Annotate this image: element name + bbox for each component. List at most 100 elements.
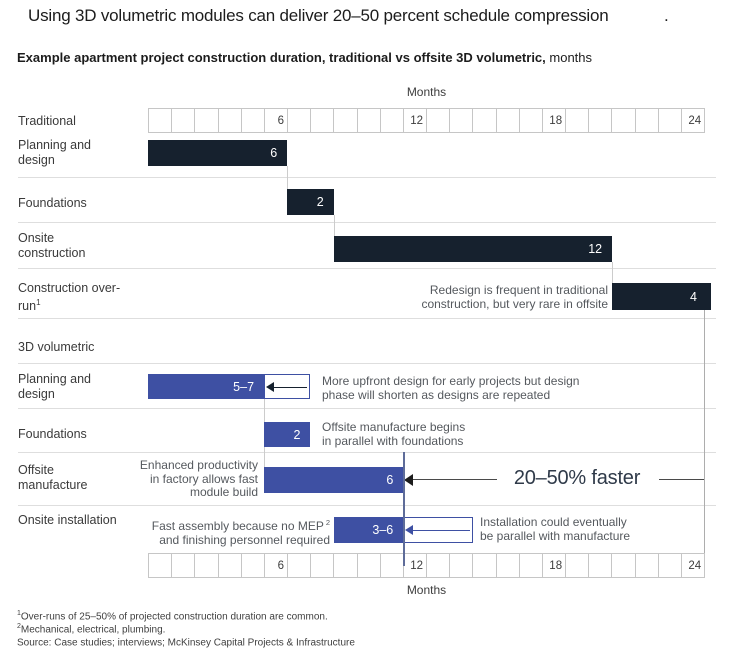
row-separator-3 bbox=[18, 268, 716, 269]
axis-cell bbox=[149, 109, 173, 132]
task-label-planning-3d: Planning and design bbox=[18, 372, 91, 401]
footnote-source: Source: Case studies; interviews; McKins… bbox=[17, 637, 355, 649]
title-period: . bbox=[664, 6, 669, 25]
axis-cell: 24 bbox=[682, 109, 704, 132]
axis-cell bbox=[473, 554, 497, 577]
annotation-offsite-manufacture: Enhanced productivity in factory allows … bbox=[139, 458, 258, 499]
section-label-3d-volumetric: 3D volumetric bbox=[18, 340, 95, 354]
bar-connector-3 bbox=[612, 262, 613, 283]
bar-value-label: 3–6 bbox=[372, 523, 394, 537]
bar-connector-1 bbox=[287, 166, 288, 189]
page-title: Using 3D volumetric modules can deliver … bbox=[28, 6, 609, 25]
axis-cell: 18 bbox=[543, 554, 567, 577]
axis-cell bbox=[497, 109, 520, 132]
axis-cell bbox=[612, 554, 636, 577]
axis-cell bbox=[172, 109, 196, 132]
axis-cell bbox=[242, 109, 265, 132]
axis-cell: 24 bbox=[682, 554, 704, 577]
axis-cell bbox=[311, 109, 335, 132]
axis-tick-label: 6 bbox=[277, 559, 285, 572]
task-label-offsite-manufacture: Offsite manufacture bbox=[18, 463, 88, 492]
axis-cell bbox=[450, 109, 474, 132]
task-label-foundations-traditional: Foundations bbox=[18, 196, 87, 210]
task-label-planning-traditional: Planning and design bbox=[18, 138, 91, 167]
task-label-onsite-installation: Onsite installation bbox=[18, 513, 117, 527]
range-arrow-line bbox=[274, 386, 308, 388]
gantt-bar-construction-over-run-traditional: 4 bbox=[612, 283, 711, 310]
row-separator-5 bbox=[18, 363, 716, 364]
callout-line-right bbox=[659, 479, 705, 480]
footnote-1: 1Over-runs of 25–50% of projected constr… bbox=[17, 610, 328, 623]
axis-cell bbox=[473, 109, 497, 132]
row-separator-4 bbox=[18, 318, 716, 319]
chart-subtitle: Example apartment project construction d… bbox=[17, 50, 592, 65]
annotation-onsite-installation-right: Installation could eventually be paralle… bbox=[480, 515, 631, 543]
footnote-marker-1: 1 bbox=[36, 297, 41, 307]
gantt-bar-foundations-3d-volumetric: 2 bbox=[264, 422, 311, 447]
reference-line-month-24 bbox=[704, 310, 705, 553]
chart-subtitle-bold: Example apartment project construction d… bbox=[17, 50, 546, 65]
axis-cell: 18 bbox=[543, 109, 567, 132]
gantt-range-planning-and-design bbox=[264, 374, 311, 399]
bar-value-label: 2 bbox=[316, 195, 324, 209]
axis-cell bbox=[636, 109, 659, 132]
axis-cell bbox=[195, 109, 219, 132]
axis-tick-label: 12 bbox=[410, 114, 424, 127]
axis-tick-label: 18 bbox=[549, 114, 563, 127]
bar-value-label: 6 bbox=[386, 473, 394, 487]
axis-cell bbox=[497, 554, 520, 577]
axis-cell bbox=[311, 554, 335, 577]
axis-tick-label: 18 bbox=[549, 559, 563, 572]
axis-cell bbox=[659, 109, 682, 132]
axis-cell bbox=[520, 109, 543, 132]
axis-cell: 6 bbox=[265, 109, 289, 132]
axis-cell bbox=[219, 109, 242, 132]
gantt-bar-onsite-installation-3d-volumetric: 3–6 bbox=[333, 517, 404, 543]
bar-connector-2 bbox=[334, 215, 335, 236]
axis-cell bbox=[589, 554, 613, 577]
axis-cell: 6 bbox=[265, 554, 289, 577]
axis-title-top: Months bbox=[406, 85, 447, 99]
axis-cell bbox=[242, 554, 265, 577]
bar-value-label: 2 bbox=[293, 427, 301, 442]
month-axis-bottom: 6 12 18 24 bbox=[148, 553, 705, 578]
axis-cell bbox=[659, 554, 682, 577]
axis-cell: 12 bbox=[404, 554, 428, 577]
axis-tick-label: 6 bbox=[277, 114, 285, 127]
axis-cell bbox=[450, 554, 474, 577]
callout-arrowhead-icon bbox=[404, 474, 413, 486]
axis-cell bbox=[427, 109, 451, 132]
gantt-bar-onsite-construction-traditional: 12 bbox=[333, 236, 613, 262]
axis-cell bbox=[381, 554, 404, 577]
month-axis-top: 6 12 18 24 bbox=[148, 108, 705, 133]
task-label-construction-over-run-text: Construction over-run bbox=[18, 281, 121, 313]
reference-line-month-11 bbox=[403, 452, 405, 566]
axis-cell bbox=[219, 554, 242, 577]
row-separator-7 bbox=[18, 452, 716, 453]
callout-line-left bbox=[413, 479, 497, 480]
gantt-bar-offsite-manufacture-3d-volumetric: 6 bbox=[264, 467, 404, 493]
row-separator-8 bbox=[18, 505, 716, 506]
row-separator-2 bbox=[18, 222, 716, 223]
axis-cell bbox=[358, 109, 381, 132]
axis-cell bbox=[358, 554, 381, 577]
gantt-bar-planning-and-design-3d-volumetric: 5–7 bbox=[148, 374, 265, 399]
task-label-construction-over-run: Construction over-run1 bbox=[18, 281, 123, 313]
range-arrow-line bbox=[413, 530, 470, 531]
axis-cell bbox=[334, 554, 358, 577]
gantt-bar-planning-and-design-traditional: 6 bbox=[148, 140, 288, 166]
gantt-bar-foundations-traditional: 2 bbox=[287, 189, 334, 215]
axis-cell bbox=[589, 109, 613, 132]
annotation-planning-3d: More upfront design for early projects b… bbox=[322, 374, 580, 402]
footnote-2: 2Mechanical, electrical, plumbing. bbox=[17, 623, 166, 636]
axis-cell bbox=[288, 554, 312, 577]
annotation-onsite-installation-left: Fast assembly because no MEP 2 and finish… bbox=[151, 518, 330, 547]
gantt-range-onsite-installation bbox=[403, 517, 473, 543]
axis-cell bbox=[172, 554, 196, 577]
annotation-construction-over-run: Redesign is frequent in traditional cons… bbox=[421, 283, 608, 311]
axis-cell bbox=[612, 109, 636, 132]
row-separator-1 bbox=[18, 177, 716, 178]
axis-tick-label: 12 bbox=[410, 559, 424, 572]
range-arrowhead-icon bbox=[266, 381, 275, 392]
axis-title-bottom: Months bbox=[406, 583, 447, 597]
